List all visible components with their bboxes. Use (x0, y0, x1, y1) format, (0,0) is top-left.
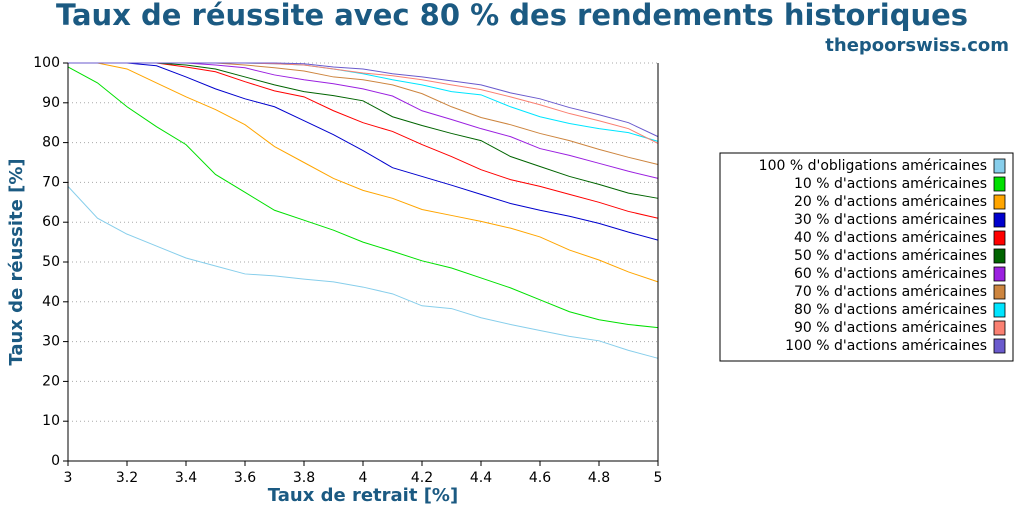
series-line (67, 186, 659, 359)
series-line (67, 66, 659, 329)
y-tick-label: 100 (33, 55, 60, 71)
y-tick-label: 30 (42, 334, 60, 350)
x-axis-label: Taux de retrait [%] (268, 485, 458, 506)
x-tick-label: 3.8 (293, 470, 315, 486)
legend-label: 20 % d'actions américaines (794, 194, 987, 210)
legend-swatch (993, 230, 1006, 246)
x-tick-label: 3.2 (116, 470, 138, 486)
legend-label: 60 % d'actions américaines (794, 266, 987, 282)
series-line (68, 62, 659, 199)
legend-swatch (993, 302, 1006, 318)
legend-swatch (993, 158, 1006, 174)
chart-subtitle: thepoorswiss.com (825, 35, 1009, 56)
legend-swatch (993, 248, 1006, 264)
legend-label: 100 % d'actions américaines (785, 338, 987, 354)
x-tick-label: 4 (359, 470, 368, 486)
series-line (68, 62, 659, 138)
x-tick-label: 3 (64, 470, 73, 486)
x-tick-label: 5 (654, 470, 663, 486)
x-tick-label: 4.8 (588, 470, 610, 486)
legend-label: 90 % d'actions américaines (794, 320, 987, 336)
legend-box (719, 152, 1014, 362)
x-tick-label: 4.2 (411, 470, 433, 486)
x-tick-label: 3.6 (234, 470, 256, 486)
legend-label: 50 % d'actions américaines (794, 248, 987, 264)
legend-swatch (993, 194, 1006, 210)
y-tick-label: 70 (42, 174, 60, 190)
y-tick-label: 40 (42, 294, 60, 310)
legend-label: 100 % d'obligations américaines (759, 158, 987, 174)
y-tick-label: 20 (42, 373, 60, 389)
y-axis-label: Taux de réussite [%] (6, 158, 27, 365)
y-tick-label: 60 (42, 214, 60, 230)
series-line (68, 62, 659, 142)
legend-swatch (993, 338, 1006, 354)
x-tick-label: 4.6 (529, 470, 551, 486)
legend-swatch (993, 266, 1006, 282)
chart-title: Taux de réussite avec 80 % des rendement… (56, 0, 968, 32)
legend-swatch (993, 176, 1006, 192)
series-line (68, 62, 659, 219)
y-tick-label: 10 (42, 413, 60, 429)
legend-swatch (993, 284, 1006, 300)
legend-swatch (993, 212, 1006, 228)
legend-label: 40 % d'actions américaines (794, 230, 987, 246)
legend-label: 10 % d'actions américaines (794, 176, 987, 192)
series-line (68, 62, 659, 241)
legend-label: 80 % d'actions américaines (794, 302, 987, 318)
y-tick-label: 50 (42, 254, 60, 270)
series-line (68, 62, 659, 283)
y-tick-label: 90 (42, 95, 60, 111)
x-tick-label: 4.4 (470, 470, 492, 486)
legend-label: 70 % d'actions américaines (794, 284, 987, 300)
series-line (68, 62, 659, 179)
y-tick-label: 0 (51, 453, 60, 469)
y-tick-label: 80 (42, 135, 60, 151)
legend-swatch (993, 320, 1006, 336)
legend-label: 30 % d'actions américaines (794, 212, 987, 228)
x-tick-label: 3.4 (175, 470, 197, 486)
